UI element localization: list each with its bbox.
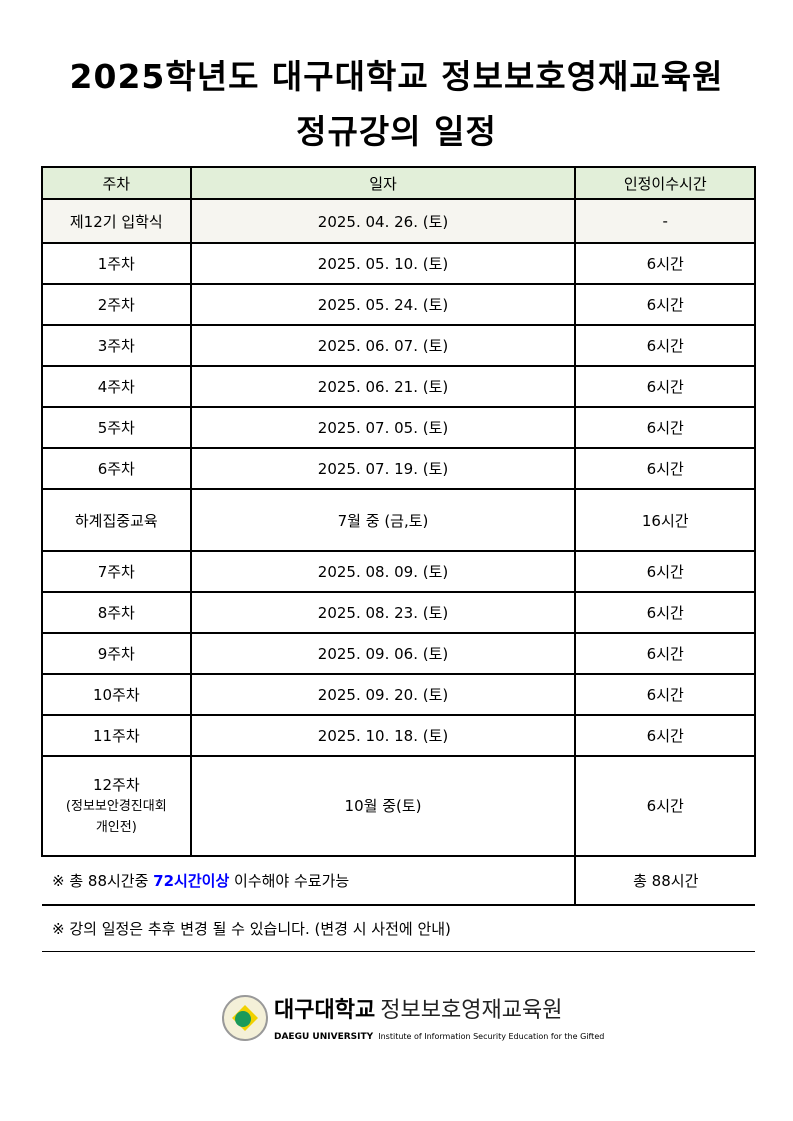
cell-hours: 6시간 — [574, 632, 756, 675]
cell-week: 2주차 — [41, 283, 192, 326]
cell-week: 5주차 — [41, 406, 192, 449]
table-row: 9주차 2025. 09. 06. (토) 6시간 — [41, 632, 756, 675]
cell-hours: 6시간 — [574, 591, 756, 634]
logo-name-en: DAEGU UNIVERSITY — [274, 1032, 374, 1042]
table-row: 4주차 2025. 06. 21. (토) 6시간 — [41, 365, 756, 408]
header-date: 일자 — [189, 166, 577, 200]
logo-dept-ko: 정보보호영재교육원 — [380, 998, 563, 1023]
total-requirement: ※ 총 88시간중 72시간이상 이수해야 수료가능 — [42, 855, 577, 906]
table-row: 6주차 2025. 07. 19. (토) 6시간 — [41, 447, 756, 490]
week-label: 12주차 — [92, 776, 140, 795]
cell-hours: 6시간 — [574, 406, 756, 449]
cell-hours: 6시간 — [574, 755, 756, 857]
total-suffix: 이수해야 수료가능 — [229, 872, 350, 890]
cell-date: 2025. 04. 26. (토) — [189, 198, 577, 244]
total-hours: 총 88시간 — [575, 855, 755, 906]
cell-date: 2025. 07. 05. (토) — [189, 406, 577, 449]
cell-date: 2025. 05. 24. (토) — [189, 283, 577, 326]
cell-date: 10월 중(토) — [189, 755, 577, 857]
cell-hours: 6시간 — [574, 447, 756, 490]
emblem-icon — [222, 994, 268, 1041]
cell-week: 1주차 — [41, 242, 192, 285]
cell-week: 11주차 — [41, 714, 192, 757]
schedule-note: ※ 강의 일정은 추후 변경 될 수 있습니다. (변경 시 사전에 안내) — [42, 904, 755, 952]
cell-hours: 6시간 — [574, 283, 756, 326]
schedule-table: 주차 일자 인정이수시간 제12기 입학식 2025. 04. 26. (토) -1… — [41, 166, 756, 952]
page-subtitle: 정규강의 일정 — [296, 112, 497, 151]
table-header: 주차 일자 인정이수시간 — [41, 166, 756, 200]
cell-date: 2025. 07. 19. (토) — [189, 447, 577, 490]
note-row: ※ 강의 일정은 추후 변경 될 수 있습니다. (변경 시 사전에 안내) — [42, 904, 755, 952]
week-sub: 개인전) — [95, 820, 137, 835]
cell-date: 2025. 08. 23. (토) — [189, 591, 577, 634]
table-row: 5주차 2025. 07. 05. (토) 6시간 — [41, 406, 756, 449]
cell-hours: 6시간 — [574, 242, 756, 285]
cell-date: 7월 중 (금,토) — [189, 488, 577, 552]
logo-name-ko: 대구대학교 — [274, 998, 376, 1023]
cell-hours: 6시간 — [574, 673, 756, 716]
cell-week: 3주차 — [41, 324, 192, 367]
table-row: 제12기 입학식 2025. 04. 26. (토) - — [41, 198, 756, 244]
table-row: 7주차 2025. 08. 09. (토) 6시간 — [41, 550, 756, 593]
cell-week: 제12기 입학식 — [41, 198, 192, 244]
week-sub: (정보보안경진대회 — [65, 799, 167, 815]
table-row: 하계집중교육 7월 중 (금,토) 16시간 — [41, 488, 756, 552]
cell-week: 6주차 — [41, 447, 192, 490]
cell-date: 2025. 10. 18. (토) — [189, 714, 577, 757]
cell-date: 2025. 08. 09. (토) — [189, 550, 577, 593]
cell-hours: 6시간 — [574, 714, 756, 757]
cell-hours: 16시간 — [574, 488, 756, 552]
cell-hours: 6시간 — [574, 324, 756, 367]
page-title: 2025학년도 대구대학교 정보보호영재교육원 — [69, 57, 724, 96]
university-logo: 대구대학교 정보보호영재교육원 DAEGU UNIVERSITY Institu… — [222, 992, 604, 1043]
cell-date: 2025. 09. 06. (토) — [189, 632, 577, 675]
cell-week: 7주차 — [41, 550, 192, 593]
cell-date: 2025. 06. 21. (토) — [189, 365, 577, 408]
cell-date: 2025. 06. 07. (토) — [189, 324, 577, 367]
cell-hours: 6시간 — [574, 550, 756, 593]
table-row: 2주차 2025. 05. 24. (토) 6시간 — [41, 283, 756, 326]
total-prefix: ※ 총 88시간중 — [52, 872, 154, 890]
cell-week: 4주차 — [41, 365, 192, 408]
cell-week: 하계집중교육 — [41, 488, 192, 552]
table-row: 8주차 2025. 08. 23. (토) 6시간 — [41, 591, 756, 634]
cell-hours: 6시간 — [574, 365, 756, 408]
header-week: 주차 — [41, 166, 192, 200]
cell-week: 10주차 — [41, 673, 192, 716]
cell-hours: - — [574, 198, 756, 244]
logo-dept-en: Institute of Information Security Educat… — [378, 1032, 605, 1041]
cell-date: 2025. 05. 10. (토) — [189, 242, 577, 285]
table-row: 11주차 2025. 10. 18. (토) 6시간 — [41, 714, 756, 757]
header-hours: 인정이수시간 — [574, 166, 756, 200]
cell-date: 2025. 09. 20. (토) — [189, 673, 577, 716]
total-highlight: 72시간이상 — [153, 872, 230, 890]
table-row: 10주차 2025. 09. 20. (토) 6시간 — [41, 673, 756, 716]
total-row: ※ 총 88시간중 72시간이상 이수해야 수료가능 총 88시간 — [42, 855, 755, 906]
table-row: 3주차 2025. 06. 07. (토) 6시간 — [41, 324, 756, 367]
cell-week: 8주차 — [41, 591, 192, 634]
cell-week: 9주차 — [41, 632, 192, 675]
table-row: 1주차 2025. 05. 10. (토) 6시간 — [41, 242, 756, 285]
